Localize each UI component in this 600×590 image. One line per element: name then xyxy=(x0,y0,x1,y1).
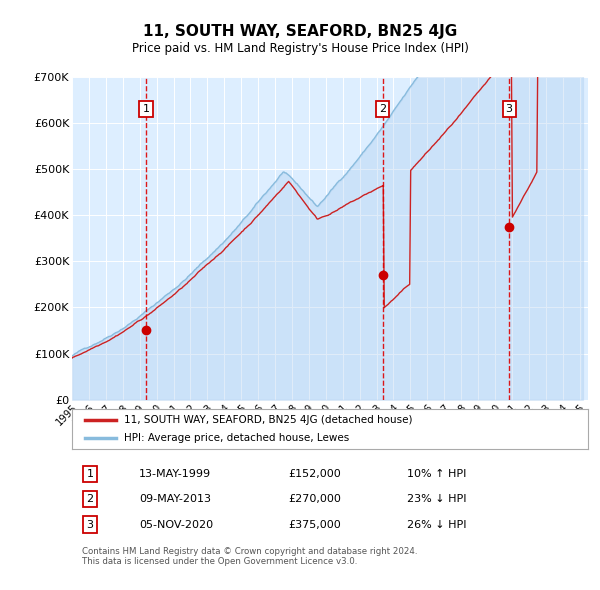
Text: 09-MAY-2013: 09-MAY-2013 xyxy=(139,494,211,504)
Text: 13-MAY-1999: 13-MAY-1999 xyxy=(139,469,211,479)
Text: £375,000: £375,000 xyxy=(289,520,341,530)
Text: 2: 2 xyxy=(379,104,386,114)
Text: 11, SOUTH WAY, SEAFORD, BN25 4JG: 11, SOUTH WAY, SEAFORD, BN25 4JG xyxy=(143,24,457,38)
Text: £270,000: £270,000 xyxy=(289,494,341,504)
Text: £152,000: £152,000 xyxy=(289,469,341,479)
Text: Price paid vs. HM Land Registry's House Price Index (HPI): Price paid vs. HM Land Registry's House … xyxy=(131,42,469,55)
Text: Contains HM Land Registry data © Crown copyright and database right 2024.
This d: Contains HM Land Registry data © Crown c… xyxy=(82,547,418,566)
Text: 10% ↑ HPI: 10% ↑ HPI xyxy=(407,469,467,479)
Text: 1: 1 xyxy=(142,104,149,114)
Text: 1: 1 xyxy=(86,469,94,479)
Text: 23% ↓ HPI: 23% ↓ HPI xyxy=(407,494,467,504)
Text: 05-NOV-2020: 05-NOV-2020 xyxy=(139,520,213,530)
Text: 3: 3 xyxy=(86,520,94,530)
Text: HPI: Average price, detached house, Lewes: HPI: Average price, detached house, Lewe… xyxy=(124,433,349,443)
Text: 3: 3 xyxy=(506,104,512,114)
Text: 2: 2 xyxy=(86,494,94,504)
Text: 11, SOUTH WAY, SEAFORD, BN25 4JG (detached house): 11, SOUTH WAY, SEAFORD, BN25 4JG (detach… xyxy=(124,415,412,425)
Text: 26% ↓ HPI: 26% ↓ HPI xyxy=(407,520,467,530)
